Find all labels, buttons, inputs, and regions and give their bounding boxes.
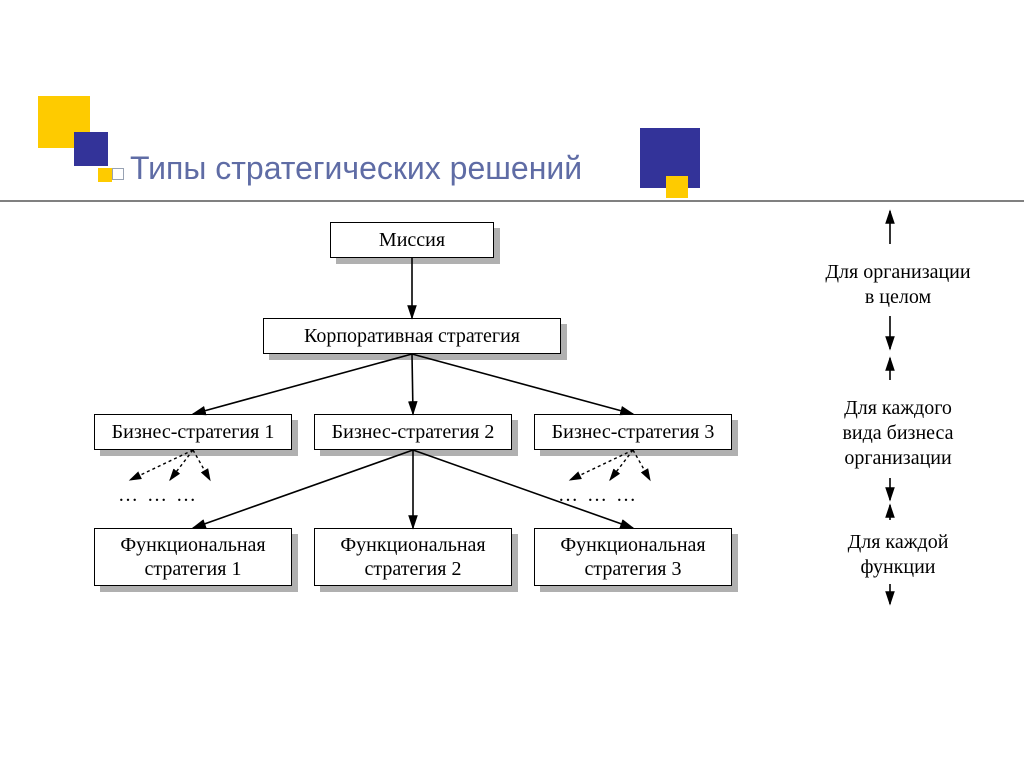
side-label-org: Для организации в целом — [798, 260, 998, 310]
node-func1: Функциональнаястратегия 1 — [94, 528, 292, 586]
ellipsis-dots: … … … — [558, 484, 638, 507]
node-corporate: Корпоративная стратегия — [263, 318, 561, 354]
node-mission: Миссия — [330, 222, 494, 258]
side-label-func: Для каждой функции — [798, 530, 998, 580]
title-underline — [0, 200, 1024, 202]
node-biz3: Бизнес-стратегия 3 — [534, 414, 732, 450]
node-label: Миссия — [379, 228, 445, 252]
node-biz1: Бизнес-стратегия 1 — [94, 414, 292, 450]
title-bullet-icon — [112, 168, 124, 180]
deco-yellow-3 — [666, 176, 688, 198]
side-label-biz: Для каждого вида бизнеса организации — [798, 396, 998, 471]
node-label: Бизнес-стратегия 2 — [332, 420, 495, 444]
deco-yellow-2 — [98, 168, 112, 182]
node-label: Функциональнаястратегия 3 — [560, 533, 705, 581]
ellipsis-dots: … … … — [118, 484, 198, 507]
node-label: Бизнес-стратегия 3 — [552, 420, 715, 444]
node-func2: Функциональнаястратегия 2 — [314, 528, 512, 586]
node-biz2: Бизнес-стратегия 2 — [314, 414, 512, 450]
page-title: Типы стратегических решений — [130, 150, 582, 187]
node-label: Функциональнаястратегия 2 — [340, 533, 485, 581]
node-label: Функциональнаястратегия 1 — [120, 533, 265, 581]
connector-layer — [0, 0, 1024, 767]
node-label: Бизнес-стратегия 1 — [112, 420, 275, 444]
node-label: Корпоративная стратегия — [304, 324, 520, 348]
node-func3: Функциональнаястратегия 3 — [534, 528, 732, 586]
deco-blue-1 — [74, 132, 108, 166]
